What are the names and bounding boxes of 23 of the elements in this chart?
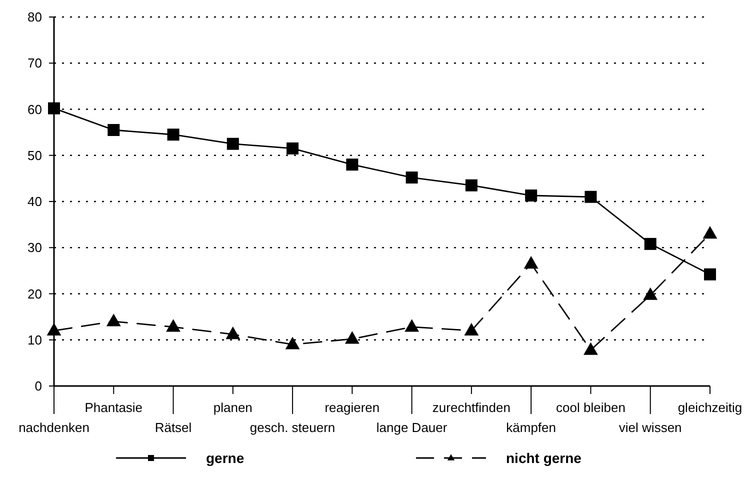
x-tick-label: nachdenken (18, 420, 90, 435)
x-tick-label: cool bleiben (556, 400, 626, 415)
x-tick-label: planen (213, 400, 252, 415)
x-tick-label: Rätsel (154, 420, 192, 435)
x-tick-label: reagieren (324, 400, 380, 415)
x-tick-label: kämpfen (506, 420, 556, 435)
x-tick-label: gesch. steuern (250, 420, 336, 435)
x-tick-label: gleichzeitig (678, 400, 742, 415)
x-tick-label: Phantasie (84, 400, 143, 415)
legend-label: gerne (206, 450, 244, 466)
x-tick-label: lange Dauer (376, 420, 448, 435)
y-tick-label: 60 (28, 102, 42, 117)
x-tick-label: viel wissen (618, 420, 682, 435)
x-tick-label: zurechtfinden (432, 400, 510, 415)
y-tick-label: 50 (28, 148, 42, 163)
y-tick-label: 80 (28, 10, 42, 25)
legend-label: nicht gerne (506, 450, 582, 466)
y-tick-label: 0 (34, 378, 42, 394)
y-tick-label: 10 (28, 332, 42, 348)
y-tick-label: 40 (28, 194, 42, 210)
y-tick-label: 30 (28, 240, 42, 256)
y-tick-label: 20 (28, 286, 42, 302)
y-tick-label: 70 (28, 56, 42, 71)
